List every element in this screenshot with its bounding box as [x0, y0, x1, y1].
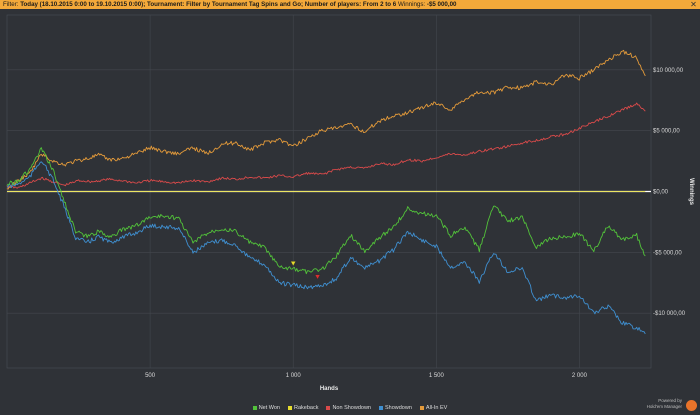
winnings-label: Winnings: — [397, 1, 426, 8]
hm-logo-icon — [686, 400, 697, 411]
marker-point — [314, 274, 321, 280]
close-icon[interactable]: ✕ — [690, 0, 697, 9]
filter-bar: Filter: Today (18.10.2015 0:00 to 19.10.… — [0, 0, 700, 9]
x-tick-label: 1 000 — [286, 373, 302, 379]
y-axis-title: Winnings — [688, 178, 694, 206]
series-line-all-in-ev — [6, 49, 646, 190]
filter-label: Filter: — [3, 1, 19, 8]
y-tick-label: -$5 000,00 — [653, 250, 682, 256]
legend-label: All-In EV — [425, 405, 448, 411]
legend-swatch — [252, 406, 257, 410]
winnings-value: -$5 000,00 — [426, 1, 457, 8]
series-line-showdown — [7, 161, 646, 335]
legend-swatch — [287, 406, 292, 410]
x-tick-label: 1 500 — [429, 373, 445, 379]
y-tick-label: $10 000,00 — [653, 68, 684, 74]
product-name: Hold'em Manager — [646, 404, 682, 409]
series-line-net-won — [6, 147, 646, 275]
powered-by: Powered by Hold'em Manager — [647, 398, 682, 410]
legend-swatch — [419, 406, 424, 410]
x-tick-label: 500 — [145, 373, 156, 379]
powered-by-label: Powered by — [658, 398, 682, 403]
marker-point — [290, 261, 296, 267]
legend-item[interactable]: Non Showdown — [326, 405, 371, 411]
x-axis-title: Hands — [320, 386, 339, 392]
legend-item[interactable]: All-In EV — [419, 405, 448, 411]
legend-item[interactable]: Rakeback — [287, 405, 319, 411]
legend-item[interactable]: Showdown — [378, 405, 412, 411]
winnings-chart: 500 1 000 1 500 2 000 $10 000,00 $5 000,00 $0,… — [6, 14, 694, 392]
chart-legend: Net Won Rakeback Non Showdown Showdown All-I… — [0, 403, 700, 413]
y-tick-label: $5 000,00 — [653, 129, 680, 135]
legend-item[interactable]: Net Won — [252, 405, 280, 411]
legend-swatch — [326, 406, 331, 410]
legend-label: Showdown — [384, 405, 412, 411]
legend-label: Net Won — [258, 405, 280, 411]
series-line-non-showdown — [6, 102, 646, 189]
legend-label: Rakeback — [293, 405, 319, 411]
filter-text[interactable]: Today (18.10.2015 0:00 to 19.10.2015 0:0… — [20, 1, 397, 8]
y-tick-label: -$10 000,00 — [653, 311, 686, 317]
y-tick-label: $0,00 — [653, 190, 669, 196]
x-tick-label: 2 000 — [572, 373, 588, 379]
legend-label: Non Showdown — [332, 405, 371, 411]
legend-swatch — [378, 406, 383, 410]
